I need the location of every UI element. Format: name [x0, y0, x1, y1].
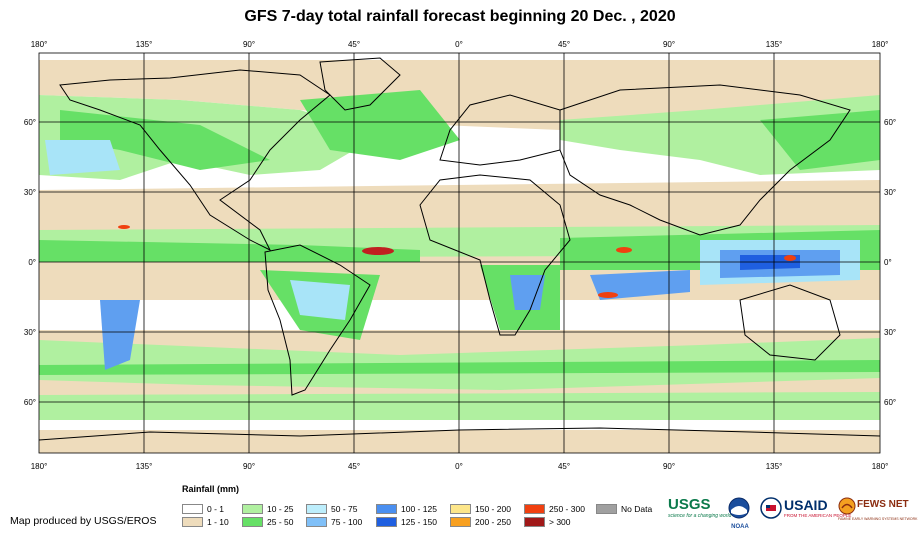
rainfall-map: 180° 135° 90° 45° 0° 45° 90° 135° 180° 1… — [24, 40, 896, 471]
usaid-seal — [760, 497, 784, 529]
legend-label: 0 - 1 — [207, 504, 225, 514]
lon-tick-bottom: 135° — [766, 462, 783, 471]
lat-tick-left: 60° — [24, 118, 36, 127]
legend-swatch — [524, 517, 545, 527]
lat-tick-right: 30° — [884, 328, 896, 337]
lat-tick-left: 30° — [24, 188, 36, 197]
lat-ticks-left: 60° 30° 0° 30° 60° — [24, 118, 36, 407]
africa-outline — [419, 174, 571, 336]
rainfall-legend: Rainfall (mm) 0 - 1 1 - 10 10 - 25 25 - … — [176, 484, 666, 534]
noaa-label: NOAA — [731, 524, 749, 530]
graticule — [38, 52, 881, 454]
legend-label: 1 - 10 — [207, 517, 229, 527]
legend-label: 100 - 125 — [401, 504, 437, 514]
legend-label: No Data — [621, 504, 653, 514]
lon-tick-bottom: 0° — [455, 462, 463, 471]
usgs-tagline: science for a changing world — [668, 513, 732, 519]
legend-label: 10 - 25 — [267, 504, 294, 514]
usaid-logo-text: USAID — [784, 497, 828, 513]
legend-label: 125 - 150 — [401, 517, 437, 527]
lon-tick-bottom: 90° — [243, 462, 255, 471]
lon-tick-top: 45° — [348, 40, 360, 49]
lon-ticks-top: 180° 135° 90° 45° 0° 45° 90° 135° 180° — [31, 40, 889, 49]
legend-label: > 300 — [549, 517, 571, 527]
greenland-outline — [319, 57, 401, 111]
lat-tick-left: 60° — [24, 398, 36, 407]
legend-swatch — [242, 517, 263, 527]
legend-swatch — [376, 504, 397, 514]
usaid-seal-icon — [760, 497, 782, 519]
lon-tick-bottom: 180° — [872, 462, 889, 471]
lat-tick-right: 60° — [884, 398, 896, 407]
usaid-tagline: FROM THE AMERICAN PEOPLE — [784, 513, 852, 518]
lon-tick-top: 135° — [766, 40, 783, 49]
asia-outline — [559, 84, 851, 236]
noaa-logo: NOAA — [728, 497, 752, 530]
legend-swatch — [242, 504, 263, 514]
legend-label: 25 - 50 — [267, 517, 294, 527]
coastlines — [39, 57, 880, 441]
rainfall-field — [39, 53, 880, 453]
fewsnet-logo: FEWS NET FAMINE EARLY WARNING SYSTEMS NE… — [838, 497, 918, 529]
lat-tick-left: 30° — [24, 328, 36, 337]
noaa-emblem-icon — [728, 497, 750, 519]
fewsnet-tagline: FAMINE EARLY WARNING SYSTEMS NETWORK — [838, 517, 918, 521]
legend-swatch — [376, 517, 397, 527]
lon-tick-top: 90° — [243, 40, 255, 49]
lon-tick-top: 135° — [136, 40, 153, 49]
legend-label: 50 - 75 — [331, 504, 358, 514]
legend-swatch — [182, 504, 203, 514]
lon-tick-top: 180° — [31, 40, 48, 49]
lon-tick-bottom: 135° — [136, 462, 153, 471]
lon-tick-top: 180° — [872, 40, 889, 49]
lon-tick-top: 45° — [558, 40, 570, 49]
lat-tick-right: 0° — [884, 258, 892, 267]
lon-tick-bottom: 180° — [31, 462, 48, 471]
lat-ticks-right: 60° 30° 0° 30° 60° — [884, 118, 896, 407]
lat-tick-right: 30° — [884, 188, 896, 197]
antarctica-outline — [39, 427, 880, 441]
legend-title: Rainfall (mm) — [182, 484, 240, 494]
legend-swatch — [306, 517, 327, 527]
lat-tick-right: 60° — [884, 118, 896, 127]
legend-label: 250 - 300 — [549, 504, 585, 514]
usaid-logo: USAID FROM THE AMERICAN PEOPLE — [784, 497, 852, 529]
usgs-logo: USGS science for a changing world — [668, 496, 732, 529]
australia-outline — [739, 284, 841, 361]
legend-label: 150 - 200 — [475, 504, 511, 514]
legend-swatch — [524, 504, 545, 514]
usgs-logo-text: USGS — [668, 496, 711, 513]
lon-tick-top: 90° — [663, 40, 675, 49]
lon-tick-bottom: 90° — [663, 462, 675, 471]
lon-ticks-bottom: 180° 135° 90° 45° 0° 45° 90° 135° 180° — [31, 462, 889, 471]
legend-swatch — [450, 517, 471, 527]
fewsnet-emblem-icon — [838, 497, 856, 515]
legend-swatch — [450, 504, 471, 514]
south-america-outline — [264, 244, 371, 396]
lat-tick-left: 0° — [28, 258, 36, 267]
legend-label: 75 - 100 — [331, 517, 363, 527]
lon-tick-bottom: 45° — [348, 462, 360, 471]
lon-tick-top: 0° — [455, 40, 463, 49]
map-credit: Map produced by USGS/EROS — [10, 515, 157, 527]
legend-swatch — [182, 517, 203, 527]
map-title: GFS 7-day total rainfall forecast beginn… — [244, 8, 676, 25]
legend-swatch — [596, 504, 617, 514]
legend-swatch — [306, 504, 327, 514]
fewsnet-logo-text: FEWS NET — [857, 499, 909, 510]
legend-label: 200 - 250 — [475, 517, 511, 527]
lon-tick-bottom: 45° — [558, 462, 570, 471]
north-america-outline — [59, 69, 331, 252]
